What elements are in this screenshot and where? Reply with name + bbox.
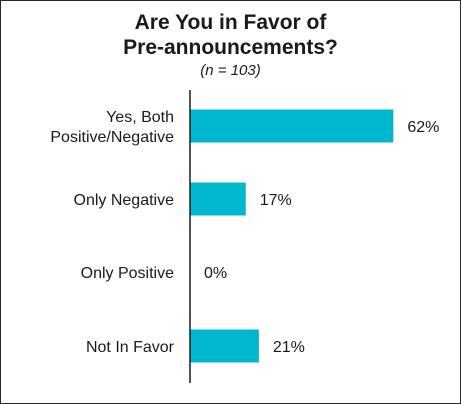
bar	[190, 182, 246, 216]
chart-title: Are You in Favor of Pre-announcements?	[0, 10, 461, 60]
category-label: Positive/Negative	[50, 129, 174, 146]
bar-value-label: 21%	[273, 339, 305, 356]
bar-value-label: 17%	[260, 192, 292, 209]
category-label: Only Negative	[74, 192, 175, 209]
bar	[190, 109, 394, 143]
bar-value-label: 0%	[204, 265, 227, 282]
bars-layer: 62% Yes, Both Positive/Negative 17% Only Neg…	[50, 109, 439, 363]
chart-title-line-1: Are You in Favor of	[134, 11, 327, 34]
bar-value-label: 62%	[407, 119, 439, 136]
chart-subtitle: (n = 103)	[200, 62, 261, 79]
bar	[190, 329, 259, 363]
chart-title-line-2: Pre-announcements?	[123, 36, 338, 59]
category-label: Not In Favor	[86, 339, 175, 356]
category-label: Yes, Both	[106, 109, 174, 126]
category-label: Only Positive	[81, 265, 174, 282]
